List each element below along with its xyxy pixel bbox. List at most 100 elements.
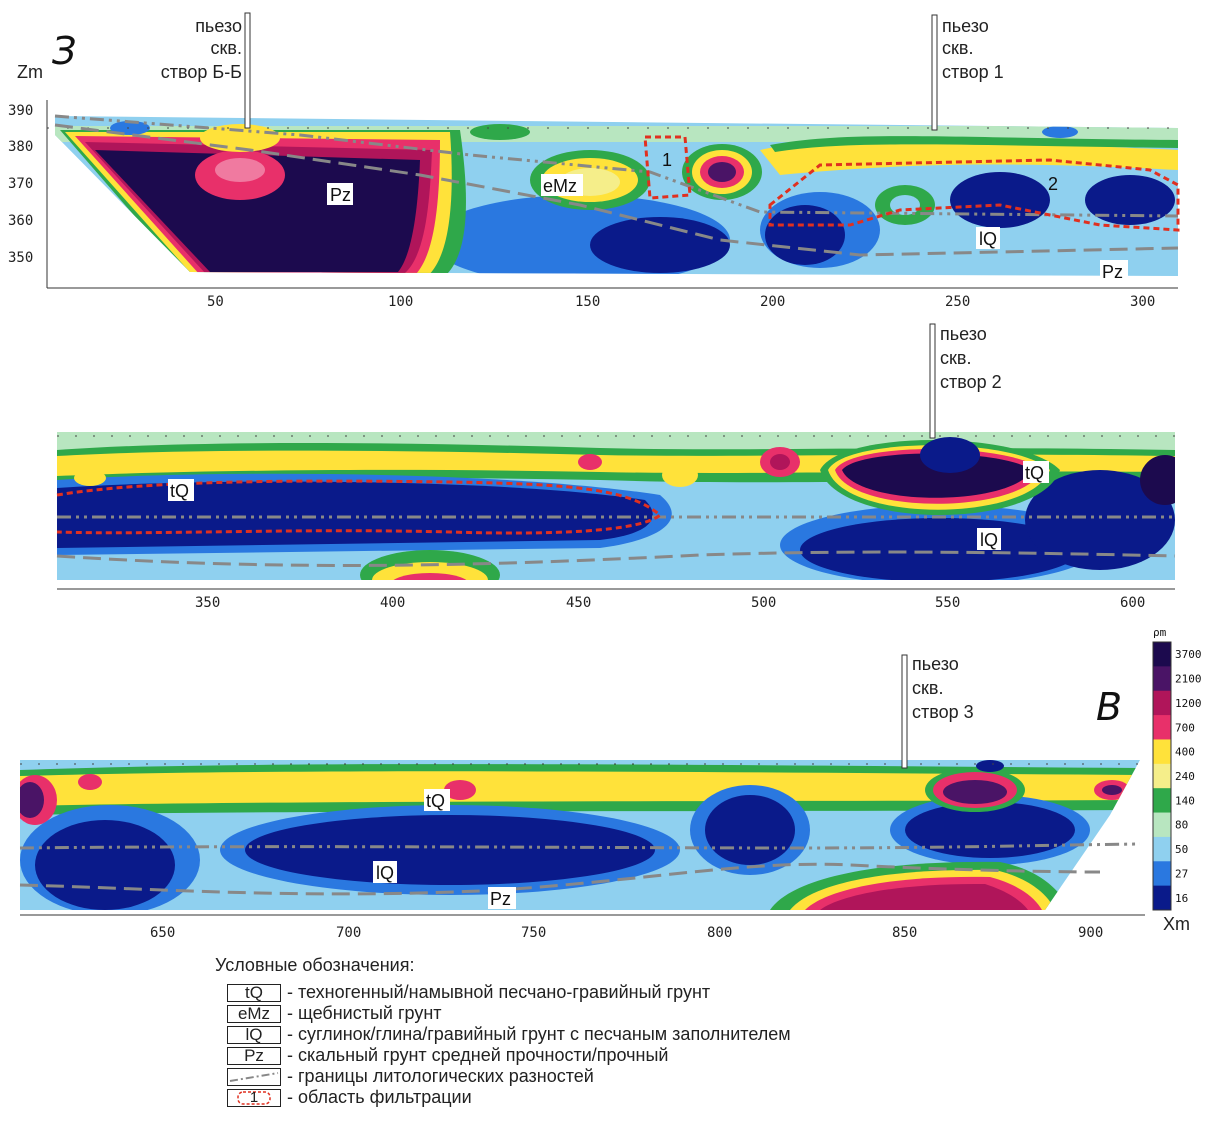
z-tick: 350 [8, 250, 33, 266]
dash-dot-line-icon [229, 1071, 279, 1082]
label-bg [488, 887, 516, 909]
label-bg [1023, 461, 1049, 483]
well-label-line: скв. [211, 38, 242, 58]
color-scale-value: 140 [1175, 794, 1195, 807]
legend-text: - техногенный/намывной песчано-гравийный… [287, 982, 711, 1002]
legend-text: - щебнистый грунт [287, 1003, 442, 1023]
scale-unit-label: ρm [1153, 626, 1167, 639]
well-label-line: пьезо [940, 324, 987, 344]
legend-item: tQ - техногенный/намывной песчано-гравий… [215, 982, 975, 1003]
color-scale-value: 2100 [1175, 673, 1202, 686]
color-scale-value: 240 [1175, 770, 1195, 783]
legend-symbol: Pz [227, 1046, 281, 1065]
legend: Условные обозначения: tQ - техногенный/н… [215, 955, 975, 1108]
section-3: 650 700 750 800 850 900 Xm пьезо скв. ст… [19, 654, 1190, 941]
section-2: 350 400 450 500 550 600 пьезо скв. створ… [56, 323, 1176, 611]
x-tick: 700 [336, 925, 361, 941]
color-scale-swatch [1153, 812, 1171, 838]
x-axis-label: Xm [1163, 914, 1190, 934]
legend-symbol: eMz [227, 1004, 281, 1023]
label-bg [1100, 260, 1128, 282]
filtration-zone-number: 2 [1048, 174, 1058, 194]
color-scale-swatch [1153, 715, 1171, 740]
well-label-line: створ 1 [942, 62, 1004, 82]
piezo-well-marker [931, 14, 938, 131]
z-axis-label: Zm [17, 62, 43, 82]
section-3-resistivity-field [20, 760, 1140, 910]
color-scale-swatch [1153, 642, 1171, 667]
well-label-line: створ Б-Б [161, 62, 242, 82]
well-label-line: пьезо [195, 16, 242, 36]
legend-item: Pz - скальный грунт средней прочности/пр… [215, 1045, 975, 1066]
z-tick: 360 [8, 213, 33, 229]
legend-symbol: tQ [227, 983, 281, 1002]
color-scale-swatch [1153, 861, 1171, 887]
label-bg [373, 861, 397, 883]
color-scale-value: 50 [1175, 843, 1188, 856]
color-scale-value: 16 [1175, 892, 1188, 905]
unit-label-lq: lQ [979, 229, 997, 249]
x-tick: 650 [150, 925, 175, 941]
x-tick: 800 [707, 925, 732, 941]
color-scale-border [1152, 641, 1172, 911]
well-label-line: пьезо [912, 654, 959, 674]
well-label-line: скв. [940, 348, 971, 368]
label-bg [976, 227, 1000, 249]
dashed-outline-icon [237, 1090, 271, 1105]
unit-label-lq: lQ [376, 863, 394, 883]
x-tick: 500 [751, 595, 776, 611]
x-tick: 450 [566, 595, 591, 611]
unit-label-lq: lQ [980, 530, 998, 550]
label-bg [977, 528, 1001, 550]
x-tick: 50 [207, 294, 224, 310]
x-tick: 900 [1078, 925, 1103, 941]
z-tick: 390 [8, 103, 33, 119]
piezo-well-marker [929, 323, 936, 439]
color-scale-value: 80 [1175, 819, 1188, 832]
legend-title: Условные обозначения: [215, 955, 415, 975]
legend-item: - границы литологических разностей [215, 1066, 975, 1087]
legend-symbol: lQ [227, 1025, 281, 1044]
color-scale-swatch [1153, 690, 1171, 716]
x-tick: 250 [945, 294, 970, 310]
piezo-well-marker [244, 12, 251, 129]
x-tick: 350 [195, 595, 220, 611]
well-label-line: створ 3 [912, 702, 974, 722]
unit-label-emz: eMz [543, 176, 577, 196]
unit-label-tq: tQ [426, 791, 445, 811]
color-scale-swatch [1153, 788, 1171, 814]
well-label-line: скв. [942, 38, 973, 58]
z-tick: 380 [8, 139, 33, 155]
label-bg [541, 174, 583, 196]
legend-symbol: 1 [249, 1089, 259, 1106]
x-tick: 300 [1130, 294, 1155, 310]
legend-item: lQ - суглинок/глина/гравийный грунт с пе… [215, 1024, 975, 1045]
well-label-line: пьезо [942, 16, 989, 36]
section-1-resistivity-field [55, 116, 1178, 276]
color-scale-swatch [1153, 739, 1171, 765]
legend-text: - скальный грунт средней прочности/прочн… [287, 1045, 669, 1065]
legend-text: - границы литологических разностей [287, 1066, 594, 1086]
color-scale-swatch [1153, 666, 1171, 692]
x-tick: 750 [521, 925, 546, 941]
section-1: Zm 390 380 370 360 350 50 100 150 200 25… [8, 12, 1180, 310]
x-tick: 600 [1120, 595, 1145, 611]
boundary-line-symbol [227, 1067, 281, 1086]
color-scale-swatch [1153, 836, 1171, 862]
piezo-well-marker [901, 654, 908, 769]
x-tick: 550 [935, 595, 960, 611]
x-tick: 400 [380, 595, 405, 611]
color-scale-value: 1200 [1175, 697, 1202, 710]
well-label-line: скв. [912, 678, 943, 698]
color-scale-swatch [1153, 763, 1171, 789]
label-bg [327, 183, 353, 205]
unit-label-pz: Pz [490, 889, 511, 909]
x-tick: 150 [575, 294, 600, 310]
legend-item: eMz - щебнистый грунт [215, 1003, 975, 1024]
label-bg [168, 479, 194, 501]
color-scale-value: 400 [1175, 746, 1195, 759]
resistivity-color-scale: ρm 3700 2100 1200 700 400 240 140 80 50 27 16 [1152, 626, 1202, 911]
well-label-line: створ 2 [940, 372, 1002, 392]
filtration-zone-number: 1 [662, 150, 672, 170]
unit-label-pz: Pz [1102, 262, 1123, 282]
